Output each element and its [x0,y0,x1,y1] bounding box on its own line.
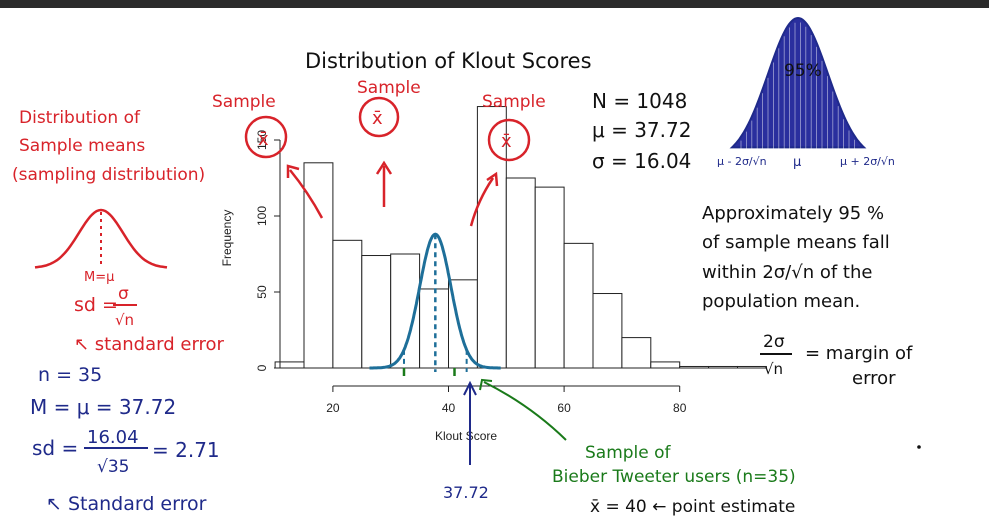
upper-bound-label: μ + 2σ/√n [840,155,895,168]
histogram-bar [650,361,681,369]
arrowhead [286,164,300,178]
y-tick-label: 50 [255,285,269,299]
histogram-bar [274,361,305,369]
sd-formula-denominator: √n [115,311,134,329]
histogram-bar [679,365,710,369]
sample-circle [487,118,531,162]
point-estimate-label: x̄ = 40 ← point estimate [590,497,795,517]
x-tick-label: 80 [673,401,687,415]
y-axis-label: Frequency [220,210,234,267]
histogram-bar [621,337,652,369]
xbar-symbol: x̄ [258,129,269,150]
margin-denominator: √n [764,360,783,378]
x-tick-label: 60 [557,401,571,415]
sampling-mean: M = μ = 37.72 [30,395,176,419]
lower-bound-label: μ - 2σ/√n [717,155,767,168]
arrowhead [486,171,499,187]
shaded-95-curve [729,16,867,149]
se-denominator: √35 [97,457,129,477]
histogram-bar [534,186,565,369]
sample-label: Sample [212,92,276,112]
mean-marker-label: 37.72 [443,483,489,502]
mini-curve-center-label: M=μ [84,270,114,285]
histogram-bars [274,106,767,369]
arrow-to-bar [469,177,495,227]
margin-numerator: 2σ [763,332,785,352]
bieber-arrow [483,381,567,441]
left-heading-line1: Distribution of [19,108,141,128]
stray-dot [917,445,921,449]
sample-annotation-2: Sample x̄ [357,78,421,207]
y-tick-label: 0 [255,364,269,371]
center-mu-label: μ [793,155,801,170]
sample-label: Sample [357,78,421,98]
shade-hatching [740,22,855,158]
y-tick-label: 150 [255,130,269,150]
stat-mu: μ = 37.72 [592,118,691,142]
bieber-line2: Bieber Tweeter users (n=35) [552,467,796,487]
right-line1: Approximately 95 % [702,203,884,224]
margin-text-line1: = margin of [805,343,913,364]
x-tick-label: 20 [326,401,340,415]
right-line3: within 2σ/√n of the [702,262,872,283]
sample-label: Sample [482,92,546,112]
se-result: = 2.71 [152,438,220,462]
sd-formula-numerator: σ [118,284,129,304]
sample-annotation-3: Sample x̄ [469,92,546,227]
xbar-symbol: x̄ [501,131,512,152]
bieber-arrowhead [479,378,493,391]
histogram-bar [361,255,392,369]
mini-normal-curve [34,208,168,269]
standard-error-label-navy: ↖ Standard error [46,493,207,515]
histogram-axes: 20 40 60 80 0 50 100 150 [255,130,687,415]
arrow-to-bar [289,169,324,219]
left-heading-line2: Sample means [19,136,145,156]
bieber-line1: Sample of [585,443,672,463]
xbar-symbol: x̄ [372,108,383,129]
histogram-bar [332,239,363,369]
stat-sigma: σ = 16.04 [592,149,691,173]
sampling-distribution-curve [369,232,501,376]
y-tick-label: 100 [255,206,269,226]
x-tick-label: 40 [442,401,456,415]
mean-arrowhead [463,380,477,396]
x-axis-label: Klout Score [435,429,497,443]
sample-circle [244,115,288,159]
stat-n: N = 1048 [592,89,687,113]
histogram-bar [708,365,738,369]
right-line4: population mean. [702,291,860,312]
histogram-bar [505,177,536,369]
right-line2: of sample means fall [702,232,890,253]
arrowhead [375,160,393,175]
histogram-bar [419,288,450,369]
sample-size: n = 35 [38,364,102,386]
margin-text-line2: error [852,368,896,389]
se-prefix: sd = [32,436,78,460]
sample-circle [358,96,400,138]
sd-formula-prefix: sd = [74,294,118,316]
standard-error-label-red: ↖ standard error [74,334,225,355]
window-top-bar [0,0,989,8]
se-numerator: 16.04 [87,427,139,448]
histogram-bar [737,365,767,369]
sample-annotation-1: Sample x̄ [212,92,324,219]
histogram-bar [563,242,594,369]
percent-95-label: 95% [784,61,822,81]
histogram-bar [592,293,623,369]
left-heading-line3: (sampling distribution) [12,165,205,185]
chart-title: Distribution of Klout Scores [305,49,592,73]
